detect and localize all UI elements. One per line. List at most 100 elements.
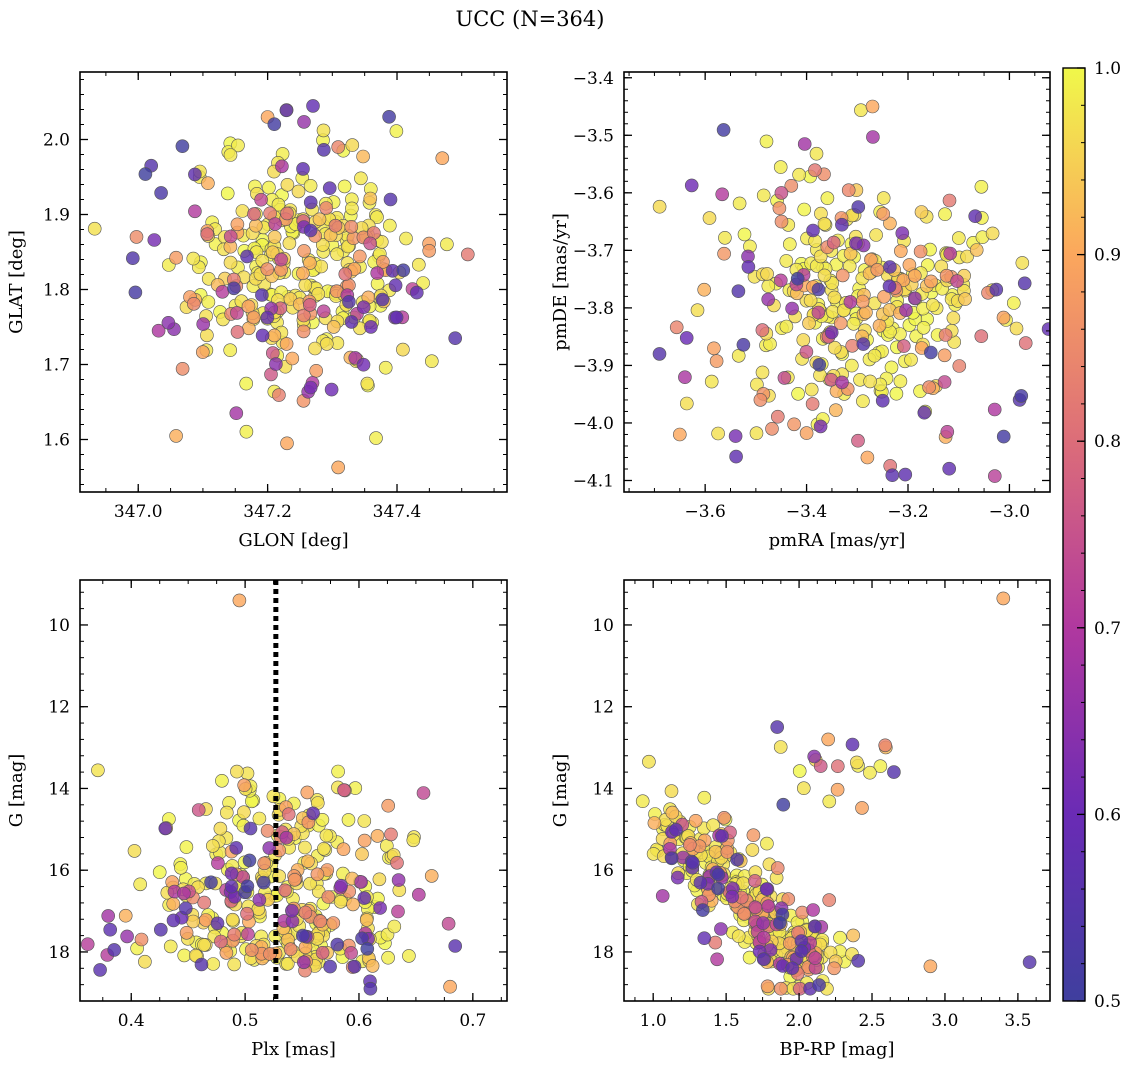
data-point — [247, 207, 261, 221]
data-point — [855, 801, 869, 815]
data-point — [199, 913, 213, 927]
x-tick-label: 0.5 — [232, 1011, 259, 1031]
data-point — [220, 805, 234, 820]
data-point — [745, 843, 760, 857]
data-point — [213, 821, 228, 836]
x-axis-label: Plx [mas] — [251, 1039, 336, 1060]
data-point — [303, 195, 318, 210]
data-point — [201, 176, 215, 190]
data-point — [779, 319, 794, 334]
data-point — [864, 252, 878, 267]
data-point — [370, 829, 385, 843]
data-point — [820, 191, 835, 205]
data-point — [742, 950, 757, 965]
panel-plx_g: 0.4 0.5 0.6 0.7 10 12 14 16 18 Plx [mas] G [mag] — [6, 579, 508, 1060]
data-point — [237, 805, 251, 820]
data-point — [424, 869, 439, 883]
data-point — [138, 954, 152, 969]
data-point — [378, 360, 393, 375]
data-point — [230, 217, 245, 232]
colorbar-tick-label: 0.9 — [1094, 246, 1121, 266]
data-point — [296, 324, 311, 339]
data-point — [300, 785, 315, 800]
data-point — [974, 329, 989, 344]
data-point — [776, 797, 791, 812]
data-point — [87, 221, 102, 236]
data-point — [811, 282, 826, 297]
colorbar-gradient — [1062, 67, 1086, 1002]
data-point — [326, 916, 341, 930]
data-point — [1014, 389, 1029, 403]
data-point — [337, 179, 352, 194]
data-point — [688, 813, 703, 828]
data-point — [169, 250, 183, 265]
data-point — [702, 211, 717, 225]
data-point — [937, 348, 952, 363]
data-point — [851, 433, 865, 448]
data-point — [296, 162, 310, 176]
data-point — [138, 167, 153, 181]
data-point — [128, 285, 143, 300]
data-point — [230, 306, 244, 320]
data-point — [224, 879, 239, 894]
data-point — [750, 377, 764, 392]
axes-frame — [79, 579, 508, 1002]
data-point — [854, 103, 868, 117]
y-tick-label: 18 — [48, 943, 70, 963]
data-point — [790, 271, 805, 286]
data-point — [695, 903, 710, 917]
data-point — [174, 860, 188, 875]
data-point — [652, 199, 667, 214]
data-point — [827, 340, 842, 355]
data-point — [828, 403, 843, 418]
data-point — [803, 293, 818, 308]
y-axis-label: pmDE [mas/yr] — [550, 213, 571, 351]
data-point — [103, 922, 117, 937]
data-point — [946, 311, 961, 325]
data-point — [313, 914, 328, 929]
data-point — [876, 191, 891, 205]
data-point — [697, 931, 712, 946]
data-point — [256, 875, 271, 890]
data-point — [315, 945, 330, 960]
data-point — [996, 591, 1011, 606]
data-point — [441, 916, 456, 931]
data-point — [707, 341, 721, 356]
data-point — [716, 123, 731, 137]
data-point — [336, 842, 351, 857]
x-tick-label: 0.6 — [345, 1011, 372, 1031]
data-point — [389, 124, 404, 138]
data-point — [876, 207, 891, 221]
data-point — [93, 963, 107, 977]
data-point — [200, 227, 214, 241]
data-point — [242, 853, 257, 868]
data-point — [220, 186, 235, 201]
data-point — [297, 244, 311, 258]
data-point — [296, 955, 311, 970]
data-point — [197, 895, 211, 910]
x-tick-label: −3.0 — [989, 502, 1030, 522]
data-point — [416, 786, 431, 800]
data-point — [985, 226, 1000, 241]
data-point — [210, 916, 225, 931]
data-point — [770, 409, 785, 424]
data-point — [154, 922, 168, 937]
data-point — [856, 337, 871, 351]
data-point — [285, 903, 299, 918]
data-point — [711, 867, 726, 882]
data-point — [684, 178, 699, 193]
data-point — [770, 861, 785, 875]
y-tick-label: 14 — [592, 779, 614, 799]
data-point — [808, 951, 823, 965]
data-point — [227, 927, 241, 942]
data-point — [711, 426, 725, 441]
data-point — [285, 351, 300, 366]
data-point — [357, 833, 372, 848]
data-point — [101, 909, 115, 923]
data-point — [369, 431, 383, 445]
data-point — [870, 262, 885, 277]
data-point — [186, 251, 201, 266]
data-point — [887, 765, 901, 779]
data-point — [347, 959, 362, 974]
data-point — [799, 344, 814, 359]
